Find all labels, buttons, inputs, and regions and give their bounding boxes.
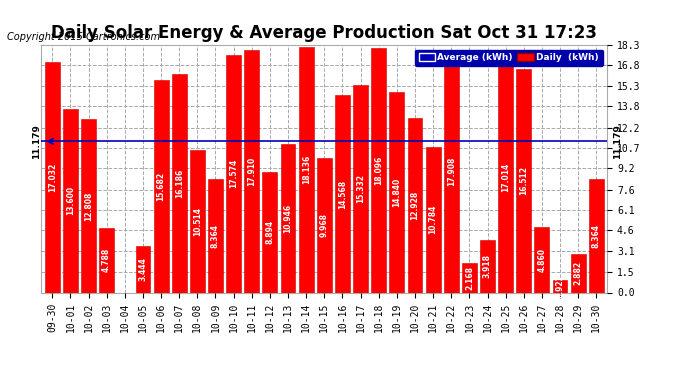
Bar: [317, 158, 332, 292]
Text: 10.514: 10.514: [193, 207, 202, 236]
Text: 2.168: 2.168: [465, 266, 474, 290]
Bar: [353, 85, 368, 292]
Text: 16.186: 16.186: [175, 168, 184, 198]
Bar: [498, 62, 513, 292]
Text: 0.922: 0.922: [555, 274, 564, 298]
Bar: [208, 179, 223, 292]
Text: 10.784: 10.784: [428, 205, 437, 234]
Bar: [190, 150, 205, 292]
Bar: [389, 92, 404, 292]
Text: 12.928: 12.928: [411, 190, 420, 220]
Bar: [281, 144, 295, 292]
Bar: [63, 109, 78, 292]
Bar: [262, 172, 277, 292]
Text: 11.179: 11.179: [32, 124, 41, 159]
Text: 18.136: 18.136: [302, 155, 310, 184]
Title: Daily Solar Energy & Average Production Sat Oct 31 17:23: Daily Solar Energy & Average Production …: [51, 24, 598, 42]
Bar: [516, 69, 531, 292]
Text: 17.910: 17.910: [247, 157, 256, 186]
Text: 2.882: 2.882: [573, 261, 582, 285]
Bar: [480, 240, 495, 292]
Text: 17.014: 17.014: [501, 163, 510, 192]
Text: 14.568: 14.568: [338, 179, 347, 209]
Bar: [589, 179, 604, 292]
Bar: [335, 96, 350, 292]
Text: 9.968: 9.968: [319, 213, 329, 237]
Bar: [426, 147, 440, 292]
Text: 15.682: 15.682: [157, 172, 166, 201]
Text: 8.364: 8.364: [592, 224, 601, 248]
Bar: [99, 228, 114, 292]
Bar: [462, 263, 477, 292]
Text: 17.908: 17.908: [446, 157, 455, 186]
Bar: [81, 119, 96, 292]
Text: 8.894: 8.894: [266, 220, 275, 245]
Bar: [571, 254, 586, 292]
Bar: [408, 118, 422, 292]
Text: 16.512: 16.512: [520, 166, 529, 195]
Legend: Average (kWh), Daily  (kWh): Average (kWh), Daily (kWh): [415, 50, 602, 66]
Text: 3.918: 3.918: [483, 254, 492, 278]
Text: 4.788: 4.788: [102, 248, 111, 272]
Text: Copyright 2015 Cartronics.com: Copyright 2015 Cartronics.com: [7, 32, 160, 42]
Bar: [172, 74, 187, 292]
Text: 12.808: 12.808: [84, 191, 93, 220]
Text: 18.096: 18.096: [374, 156, 383, 185]
Bar: [45, 62, 60, 292]
Text: 4.860: 4.860: [538, 248, 546, 272]
Bar: [535, 227, 549, 292]
Bar: [553, 280, 567, 292]
Bar: [226, 55, 241, 292]
Bar: [244, 50, 259, 292]
Text: 8.364: 8.364: [211, 224, 220, 248]
Bar: [299, 47, 313, 292]
Text: 14.840: 14.840: [393, 177, 402, 207]
Text: 10.946: 10.946: [284, 204, 293, 233]
Text: 11.179: 11.179: [613, 124, 622, 159]
Bar: [444, 50, 459, 292]
Text: 17.032: 17.032: [48, 163, 57, 192]
Text: 13.600: 13.600: [66, 186, 75, 215]
Text: 3.444: 3.444: [139, 257, 148, 281]
Bar: [371, 48, 386, 292]
Text: 15.332: 15.332: [356, 174, 365, 203]
Text: 17.574: 17.574: [229, 159, 238, 188]
Bar: [154, 80, 168, 292]
Bar: [135, 246, 150, 292]
